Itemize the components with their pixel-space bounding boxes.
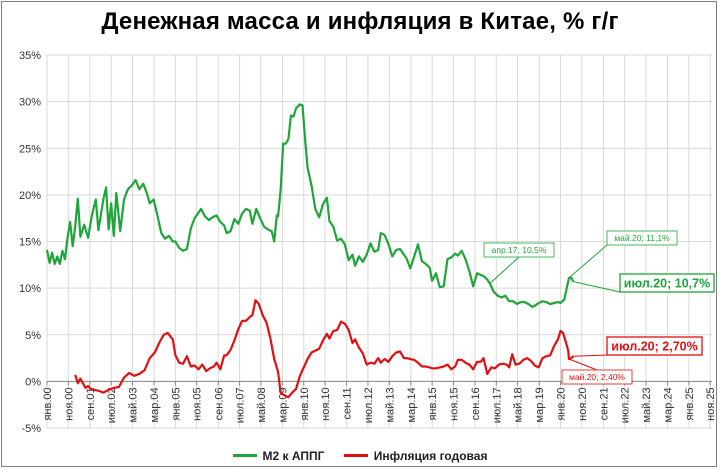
x-tick-label: июл.12 (363, 387, 375, 423)
legend-item-inflation: Инфляция годовая (343, 448, 488, 463)
annotation-leader (573, 281, 621, 293)
y-tick-label: 5% (25, 330, 41, 342)
x-tick-label: мар.14 (406, 387, 418, 422)
annotation-box (606, 230, 678, 246)
x-tick-label: июл.22 (620, 387, 632, 423)
annotation-label: апр.17; 10,5% (492, 245, 547, 255)
y-tick-label: -5% (21, 423, 41, 435)
annotation-box (483, 242, 555, 258)
y-tick-label: 0% (25, 376, 41, 388)
chart-legend: М2 к АППГ Инфляция годовая (0, 446, 720, 463)
y-tick-label: 15% (19, 237, 41, 249)
x-tick-label: сен.01 (85, 387, 97, 420)
x-tick-label: янв.25 (684, 387, 696, 420)
legend-swatch-inflation (343, 454, 368, 457)
x-tick-label: май.23 (641, 387, 653, 422)
x-tick-label: янв.15 (427, 387, 439, 420)
annotation-leader (568, 244, 608, 279)
legend-label-inflation: Инфляция годовая (373, 448, 488, 463)
series-line-inflation (74, 299, 575, 399)
x-tick-label: июл.07 (235, 387, 247, 423)
x-tick-label: сен.16 (470, 387, 482, 420)
annotation-box (606, 336, 703, 356)
x-tick-label: мар.19 (534, 387, 546, 422)
x-tick-label: янв.00 (42, 387, 54, 420)
x-tick-label: сен.11 (342, 387, 354, 419)
chart-title: Денежная масса и инфляция в Китае, % г/г (101, 8, 619, 35)
y-tick-label: 30% (19, 97, 41, 109)
x-tick-label: мар.04 (149, 387, 161, 422)
x-tick-label: янв.10 (299, 387, 311, 420)
y-tick-label: 35% (19, 50, 41, 62)
x-tick-label: мар.24 (663, 387, 675, 422)
annotation-box (561, 369, 633, 385)
x-tick-label: мар.09 (277, 387, 289, 422)
x-tick-label: янв.20 (556, 387, 568, 420)
x-tick-label: июл.17 (491, 387, 503, 423)
x-tick-label: ноя.10 (320, 387, 332, 420)
x-tick-label: сен.21 (598, 387, 610, 420)
legend-item-m2: М2 к АППГ (232, 448, 325, 463)
x-tick-label: ноя.25 (705, 387, 717, 420)
annotation-leader (489, 256, 520, 284)
y-tick-label: 25% (19, 143, 41, 155)
x-tick-label: июл.02 (106, 387, 118, 423)
x-tick-label: ноя.15 (448, 387, 460, 420)
annotation-label: июл.20; 10,7% (624, 277, 710, 291)
legend-label-m2: М2 к АППГ (262, 448, 325, 463)
x-tick-label: май.08 (256, 387, 268, 422)
series-line-m2 (45, 103, 575, 308)
x-tick-label: янв.05 (170, 387, 182, 420)
x-tick-label: сен.06 (213, 387, 225, 420)
annotation-leader (568, 358, 598, 371)
x-tick-label: май.18 (513, 387, 525, 422)
x-tick-label: ноя.20 (577, 387, 589, 420)
x-tick-label: май.03 (128, 387, 140, 422)
legend-swatch-m2 (232, 454, 257, 457)
annotation-label: июл.20; 2,70% (611, 340, 697, 354)
x-tick-label: ноя.05 (192, 387, 204, 420)
annotation-label: май.20; 11,1% (614, 233, 670, 243)
annotation-label: май.20; 2,40% (569, 372, 625, 382)
x-tick-label: май.13 (384, 387, 396, 422)
annotation-box (619, 273, 715, 293)
x-tick-label: ноя.00 (63, 387, 75, 420)
y-tick-label: 20% (19, 190, 41, 202)
y-tick-label: 10% (19, 283, 41, 295)
annotation-leader (573, 354, 608, 357)
